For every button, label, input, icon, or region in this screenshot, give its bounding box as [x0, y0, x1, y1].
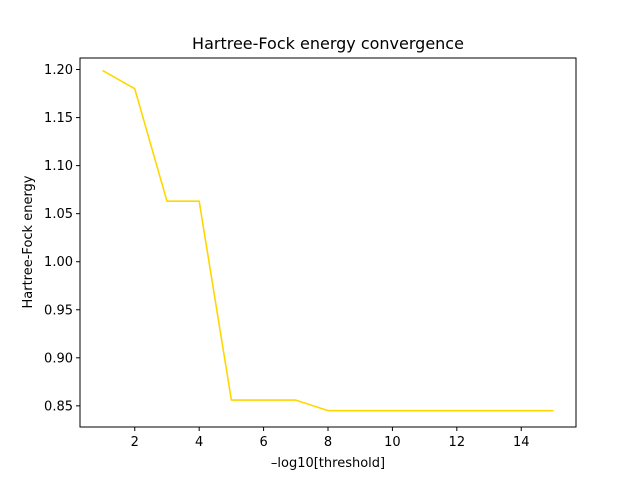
x-tick-label: 8: [324, 435, 332, 450]
y-tick-label: 1.15: [44, 111, 73, 126]
chart-title: Hartree-Fock energy convergence: [192, 34, 464, 53]
y-axis-label: Hartree-Fock energy: [21, 175, 36, 308]
y-tick-label: 0.90: [44, 351, 73, 366]
y-axis: 0.85 0.90 0.95 1.00 1.05 1.10 1.15 1.20: [44, 63, 80, 414]
x-tick-label: 2: [131, 435, 139, 450]
plot-frame: [79, 57, 577, 428]
y-tick-label: 1.20: [44, 63, 73, 78]
x-tick-label: 12: [449, 435, 466, 450]
x-tick-label: 6: [259, 435, 267, 450]
x-tick-label: 10: [384, 435, 401, 450]
y-tick-label: 1.00: [44, 255, 73, 270]
x-axis-label: –log10[threshold]: [271, 456, 385, 471]
x-tick-label: 4: [195, 435, 203, 450]
y-tick-label: 0.85: [44, 399, 73, 414]
y-tick-label: 0.95: [44, 303, 73, 318]
y-tick-label: 1.05: [44, 207, 73, 222]
plot-area: [102, 69, 554, 412]
y-tick-label: 1.10: [44, 159, 73, 174]
x-axis: 2 4 6 8 10 12 14: [131, 427, 530, 450]
x-tick-label: 14: [513, 435, 530, 450]
series-line-0: [102, 69, 554, 412]
